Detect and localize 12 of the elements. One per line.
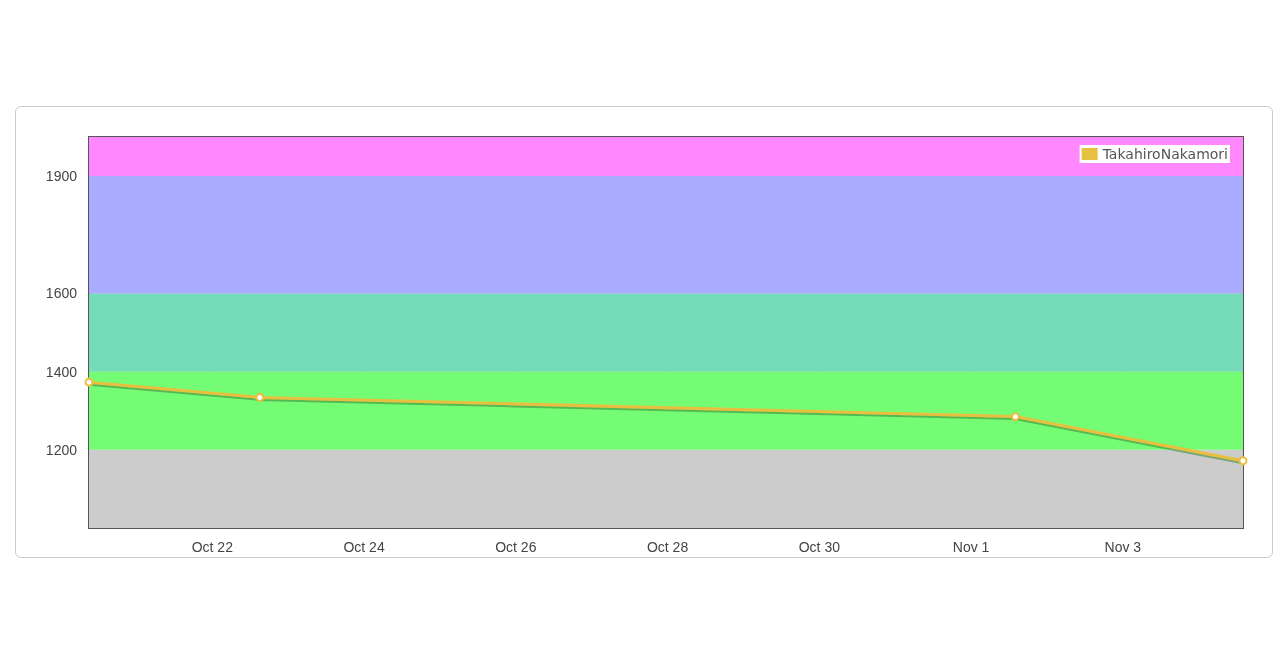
x-tick-label: Oct 28 bbox=[646, 539, 689, 555]
x-tick-label: Nov 3 bbox=[1104, 539, 1142, 555]
x-tick-label: Nov 1 bbox=[952, 539, 990, 555]
y-tick-label: 1400 bbox=[45, 363, 78, 380]
x-tick-label: Oct 26 bbox=[495, 539, 537, 555]
y-tick-label: 1600 bbox=[45, 285, 78, 302]
y-tick-label: 1200 bbox=[45, 441, 78, 458]
y-tick-label: 1900 bbox=[45, 168, 78, 185]
x-tick-label: Oct 24 bbox=[343, 539, 385, 555]
x-tick-label: Oct 30 bbox=[798, 539, 841, 555]
x-tick-label: Oct 22 bbox=[191, 539, 234, 555]
legend-label: TakahiroNakamori bbox=[1101, 146, 1228, 162]
